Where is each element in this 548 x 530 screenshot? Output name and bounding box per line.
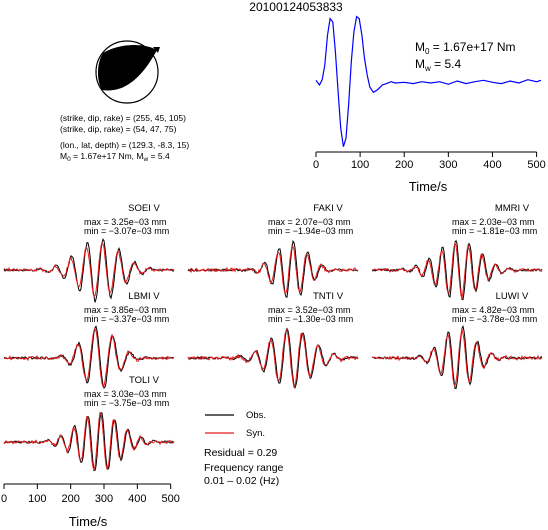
observed-trace	[3, 325, 175, 389]
station-max: max = 3.52e−03 mm	[268, 305, 351, 315]
station-name: LUWI V	[496, 291, 529, 302]
station-min: min = −1.30e−03 mm	[268, 314, 353, 324]
waveform-tick-label: 300	[95, 493, 113, 505]
station-name: TOLI V	[129, 375, 160, 386]
synthetic-trace	[3, 241, 175, 298]
stf-x-axis-label: Time/s	[409, 179, 448, 194]
station-name: TNTI V	[313, 291, 344, 302]
legend-obs-label: Obs.	[246, 410, 266, 421]
observed-trace	[187, 327, 359, 390]
stf-tick-label: 500	[527, 159, 545, 171]
beachball-compressional	[97, 44, 157, 91]
station-max: max = 2.07e−03 mm	[268, 217, 351, 227]
legend: Obs. Syn. Residual = 0.29 Frequency rang…	[204, 410, 284, 487]
station-max: max = 2.03e−03 mm	[452, 217, 535, 227]
waveform-x-axis-label: Time/s	[69, 514, 108, 529]
figure-title: 20100124053833	[249, 0, 343, 14]
beachball	[95, 40, 160, 104]
observed-trace	[187, 239, 359, 298]
mechanism-info: (strike, dip, rake) = (255, 45, 105) (st…	[60, 113, 189, 163]
source-time-function-plot: M0 = 1.67e+17 Nm Mw = 5.4 0 100 200 300 400 5…	[313, 15, 546, 194]
station-min: min = −3.75e−03 mm	[84, 398, 169, 408]
frequency-range-value: 0.01 – 0.02 (Hz)	[204, 475, 279, 487]
frequency-range-title: Frequency range	[204, 462, 284, 474]
station-min: min = −3.78e−03 mm	[452, 314, 537, 324]
station-min: min = −3.37e−03 mm	[84, 314, 169, 324]
synthetic-trace	[3, 327, 175, 388]
synthetic-trace	[3, 411, 175, 471]
synthetic-trace	[187, 244, 359, 294]
synthetic-trace	[187, 328, 359, 389]
stf-mw-label: Mw = 5.4	[415, 57, 461, 73]
synthetic-trace	[371, 328, 543, 388]
stf-curve	[315, 15, 542, 147]
stf-tick-label: 200	[395, 159, 413, 171]
nodal-plane-1: (strike, dip, rake) = (255, 45, 105)	[60, 113, 186, 123]
stf-tick-label: 300	[439, 159, 457, 171]
waveform-tick-label: 400	[128, 493, 146, 505]
station-min: min = −1.94e−03 mm	[268, 226, 353, 236]
legend-syn-label: Syn.	[246, 428, 265, 439]
waveform-tick-label: 200	[61, 493, 79, 505]
waveform-tick-label: 500	[161, 493, 179, 505]
station-min: min = −1.81e−03 mm	[452, 226, 537, 236]
nodal-plane-2: (strike, dip, rake) = (54, 47, 75)	[60, 124, 177, 134]
station-name: FAKI V	[313, 203, 343, 214]
stf-x-axis: 0 100 200 300 400 500	[313, 151, 546, 171]
station-max: max = 3.85e−03 mm	[84, 305, 167, 315]
stf-tick-label: 100	[351, 159, 369, 171]
station-max: max = 3.03e−03 mm	[84, 389, 167, 399]
station-max: max = 4.82e−03 mm	[452, 305, 535, 315]
station-name: SOEI V	[128, 203, 160, 214]
waveform-x-axis: 0 100 200 300 400 500	[1, 483, 180, 505]
waveform-tick-label: 0	[1, 493, 7, 505]
observed-trace	[4, 412, 175, 472]
station-max: max = 3.25e−03 mm	[84, 217, 167, 227]
stf-tick-label: 0	[313, 159, 319, 171]
waveform-tick-label: 100	[28, 493, 46, 505]
station-min: min = −3.07e−03 mm	[84, 226, 169, 236]
stf-tick-label: 400	[483, 159, 501, 171]
synthetic-trace	[372, 241, 543, 301]
hypocenter: (lon., lat, depth) = (129.3, -8.3, 15)	[60, 140, 189, 150]
stf-m0-label: M0 = 1.67e+17 Nm	[415, 40, 516, 56]
observed-trace	[371, 324, 542, 390]
residual: Residual = 0.29	[204, 447, 277, 459]
moment-line: M0 = 1.67e+17 Nm, Mw = 5.4	[60, 151, 170, 163]
station-name: LBMI V	[128, 291, 160, 302]
station-name: MMRI V	[495, 203, 530, 214]
